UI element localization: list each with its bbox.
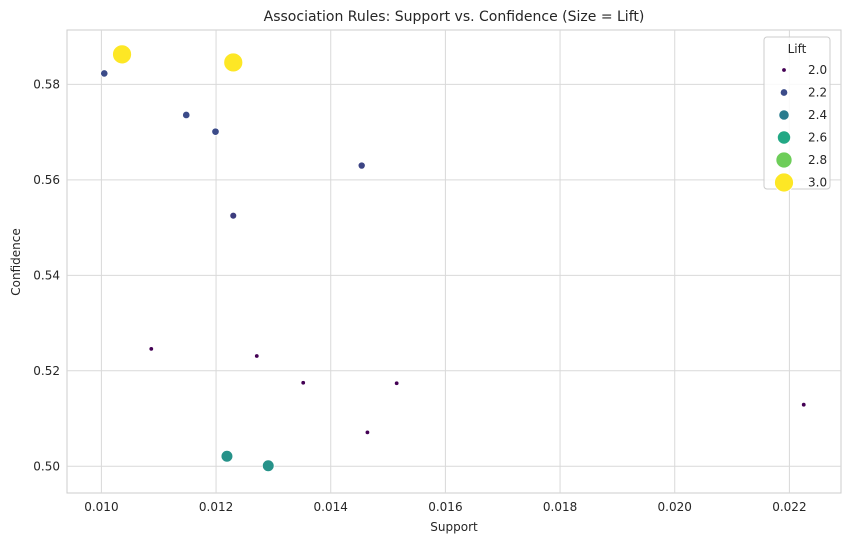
y-tick-label: 0.56 — [33, 173, 60, 187]
data-point — [211, 127, 220, 136]
legend-box — [763, 36, 831, 190]
legend-label: 2.8 — [808, 153, 827, 167]
legend-marker — [776, 130, 792, 145]
x-tick-label: 0.014 — [314, 500, 348, 514]
plot-background — [66, 29, 842, 494]
legend-marker — [774, 172, 794, 193]
data-points — [100, 44, 807, 473]
data-point — [393, 380, 400, 386]
data-point — [223, 52, 244, 73]
legend: Lift 2.0 2.2 2.4 2.6 2.8 3.0 — [763, 36, 831, 193]
data-point — [100, 69, 109, 78]
legend-entries: 2.0 2.2 2.4 2.6 2.8 3.0 — [774, 63, 827, 193]
x-tick-label: 0.016 — [428, 500, 462, 514]
plot-area — [66, 29, 842, 494]
y-axis-label: Confidence — [9, 228, 23, 295]
legend-label: 3.0 — [808, 176, 827, 190]
legend-label: 2.2 — [808, 86, 827, 100]
x-axis-label: Support — [430, 520, 478, 534]
y-tick-label: 0.54 — [33, 268, 60, 282]
x-axis-ticks: 0.010 0.012 0.014 0.016 0.018 0.020 0.022 — [84, 500, 806, 514]
x-tick-label: 0.022 — [772, 500, 806, 514]
x-tick-label: 0.012 — [199, 500, 233, 514]
data-point — [112, 44, 132, 65]
grid-lines — [67, 30, 841, 493]
data-point — [364, 429, 371, 436]
legend-marker — [781, 67, 787, 73]
data-point — [261, 459, 275, 473]
y-tick-label: 0.50 — [33, 459, 60, 473]
data-point — [220, 449, 234, 463]
legend-label: 2.0 — [808, 63, 827, 77]
data-point — [300, 380, 306, 386]
legend-title: Lift — [788, 42, 807, 56]
data-point — [254, 353, 260, 359]
legend-marker — [775, 151, 793, 169]
data-point — [801, 401, 807, 408]
legend-marker — [778, 109, 790, 121]
data-point — [229, 211, 238, 220]
y-tick-label: 0.58 — [33, 77, 60, 91]
x-tick-label: 0.020 — [658, 500, 692, 514]
legend-label: 2.4 — [808, 108, 827, 122]
y-axis-ticks: 0.50 0.52 0.54 0.56 0.58 — [33, 77, 60, 473]
data-point — [148, 346, 154, 352]
chart-title: Association Rules: Support vs. Confidenc… — [264, 9, 645, 25]
legend-marker — [779, 88, 789, 97]
y-tick-label: 0.52 — [33, 364, 60, 378]
data-point — [182, 110, 191, 120]
x-tick-label: 0.018 — [543, 500, 577, 514]
data-point — [357, 161, 366, 170]
x-tick-label: 0.010 — [84, 500, 118, 514]
legend-label: 2.6 — [808, 131, 827, 145]
